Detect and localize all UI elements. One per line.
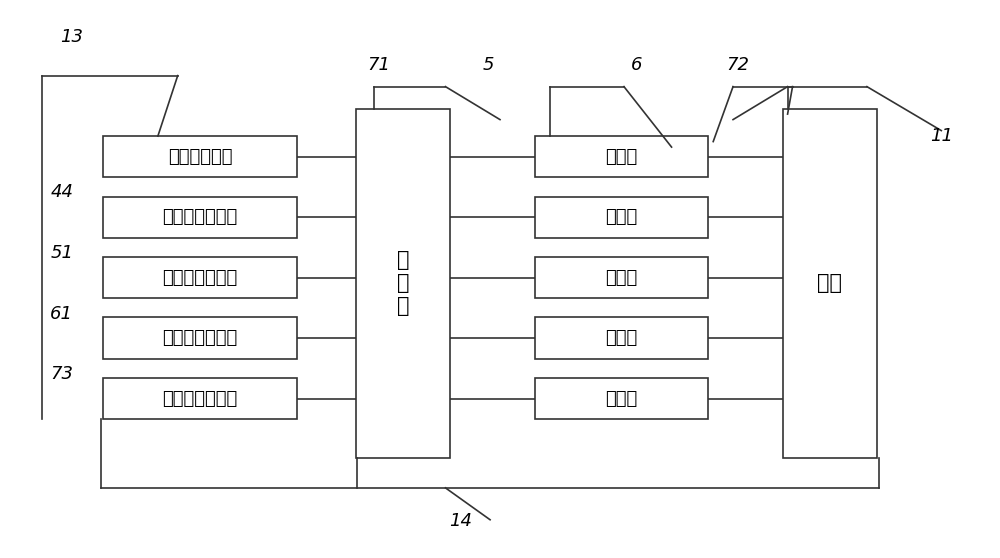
Text: 13: 13 xyxy=(60,28,83,46)
Bar xyxy=(103,378,297,419)
Bar xyxy=(103,318,297,359)
Text: 吸尘器: 吸尘器 xyxy=(605,389,638,407)
Text: 障碍物传感器: 障碍物传感器 xyxy=(168,148,232,166)
Bar xyxy=(103,257,297,298)
Text: 61: 61 xyxy=(50,305,73,323)
Bar xyxy=(356,109,450,458)
Text: 滚刷器: 滚刷器 xyxy=(605,208,638,226)
Text: 电机组: 电机组 xyxy=(605,148,638,166)
Bar xyxy=(535,318,708,359)
Bar xyxy=(535,196,708,238)
Bar xyxy=(103,196,297,238)
Bar xyxy=(783,109,877,458)
Text: 控
制
器: 控 制 器 xyxy=(397,250,410,316)
Text: 打磨机: 打磨机 xyxy=(605,329,638,347)
Bar xyxy=(535,136,708,177)
Text: 11: 11 xyxy=(930,127,953,145)
Text: 第四避障传感器: 第四避障传感器 xyxy=(162,389,238,407)
Text: 6: 6 xyxy=(631,56,643,74)
Text: 刮平器: 刮平器 xyxy=(605,268,638,287)
Bar xyxy=(535,378,708,419)
Text: 51: 51 xyxy=(50,244,73,262)
Text: 71: 71 xyxy=(368,56,391,74)
Bar xyxy=(103,136,297,177)
Text: 73: 73 xyxy=(50,365,73,383)
Text: 第一避障传感器: 第一避障传感器 xyxy=(162,208,238,226)
Text: 第三避障传感器: 第三避障传感器 xyxy=(162,329,238,347)
Text: 5: 5 xyxy=(482,56,494,74)
Text: 44: 44 xyxy=(50,183,73,201)
Text: 72: 72 xyxy=(726,56,750,74)
Text: 电源: 电源 xyxy=(817,273,842,293)
Text: 第二避障传感器: 第二避障传感器 xyxy=(162,268,238,287)
Bar xyxy=(535,257,708,298)
Text: 14: 14 xyxy=(449,512,472,530)
